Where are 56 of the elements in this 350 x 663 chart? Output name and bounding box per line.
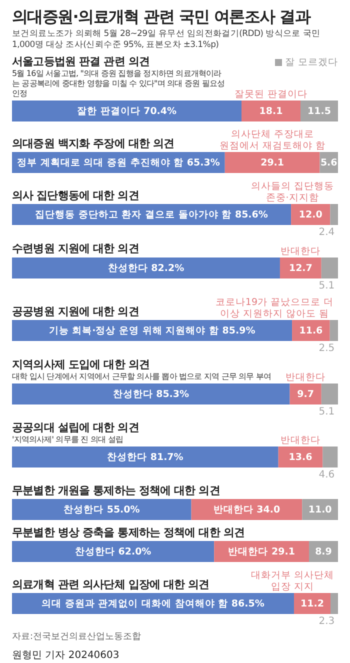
data-label: 11.0 <box>308 504 332 516</box>
series-label: 코로나19가 끝났으므로 더 이상 지원하지 않아도 됨 <box>215 296 334 320</box>
chart-title: 무분별한 병상 증축을 통제하는 정책에 대한 의견 <box>12 525 246 540</box>
chart-title: 수련병원 지원에 대한 의견 <box>12 241 140 256</box>
data-label: 29.1 <box>260 158 284 168</box>
series-label: 의사단체 주장대로 원점에서 재검토해야 함 <box>219 128 326 152</box>
chart-subtitle: 대학 입시 단계에서 지역에서 근무할 의사를 뽑아 법으로 지역 근무 의무 부여 <box>12 372 272 382</box>
text: 의대 증원과 관계없이 대화에 참여해야 함 86.5% <box>42 598 264 610</box>
series-label: 반대한다 <box>280 245 321 256</box>
series-label: 의사들의 집단행동 존중·지지함 <box>250 180 334 204</box>
text: 반대한다 29.1 <box>228 546 295 558</box>
data-label: 13.6 <box>288 452 313 462</box>
data-label: 5.1 <box>318 280 335 291</box>
series-label: 잘못된 판결이다 <box>234 88 308 100</box>
data-label: 9.7 <box>297 388 314 400</box>
series-label: 반대한다 <box>286 371 326 382</box>
chart-title: 공공의대 설립에 대한 의견 <box>12 420 140 435</box>
data-label: 4.6 <box>318 469 335 480</box>
text: 찬성한다 55.0% <box>64 504 140 516</box>
chart-title: 의사 집단행동에 대한 의견 <box>12 188 140 203</box>
chart-title: 의대증원 백지화 주장에 대한 의견 <box>12 136 176 151</box>
data-label: 2.4 <box>318 227 335 238</box>
chart-title: 의료개혁 관련 의사단체 입장에 대한 의견 <box>12 577 210 592</box>
chart-title: 지역의사제 도입에 대한 의견 <box>12 357 150 372</box>
data-label: 11.2 <box>300 598 324 610</box>
chart-title: 무분별한 개원을 통제하는 정책에 대한 의견 <box>12 483 221 498</box>
data-label: 5.6 <box>320 158 338 168</box>
text: 집단행동 중단하고 환자 곁으로 돌아가야 함 85.6% <box>35 210 268 220</box>
legend-label: 잘 모르겠다 <box>284 56 338 69</box>
text: 의대증원·의료개혁 관련 국민 여론조사 결과 <box>12 6 312 28</box>
text: 찬성한다 82.2% <box>108 262 184 274</box>
text: 원형민 기자 20240603 <box>12 649 120 662</box>
chart-title: 서울고등법원 판결 관련 의견 <box>12 54 150 69</box>
text: 보건의료노조가 의뢰해 5월 28~29일 유무선 임의전화걸기(RDD) 방식으로 국민 1,000명 대상 조사(신뢰수준 95%, 표본오차 ±3.1%p) <box>12 29 322 51</box>
text: 기능 회복·정상 운영 위해 지원해야 함 85.9% <box>48 326 256 336</box>
data-label: 12.7 <box>288 262 312 274</box>
data-label: 2.5 <box>318 343 335 354</box>
data-label: 18.1 <box>259 106 283 116</box>
text: 찬성한다 85.3% <box>112 388 190 400</box>
data-label: 11.6 <box>299 326 324 336</box>
text: 찬성한다 62.0% <box>74 546 152 558</box>
text: 찬성한다 81.7% <box>107 452 184 462</box>
data-label: 8.9 <box>315 546 332 558</box>
series-label: 대화거부 의사단체 입장 지지 <box>250 570 334 592</box>
chart-subtitle: '지역의사제' 의무를 진 의대 설립 <box>12 435 124 445</box>
text: 반대한다 34.0 <box>213 504 280 516</box>
text: 정부 계획대로 의대 증원 추진해야 함 65.3% <box>17 158 220 168</box>
data-label: 12.0 <box>298 210 323 220</box>
chart-title: 공공병원 지원에 대한 의견 <box>12 304 140 319</box>
series-label: 반대한다 <box>280 434 321 446</box>
data-label: 11.5 <box>308 106 331 116</box>
chart-subtitle: 5월 16일 서울고법, "의대 증원 집행을 정지하면 의료개혁이라는 공공복리에 중대한 영향을 미칠 수 있다"며 의대 증원 필요성 인정 <box>12 69 226 99</box>
text: 자료:전국보건의료산업노동조합 <box>12 631 142 643</box>
data-label: 5.1 <box>318 406 335 417</box>
text: 잘한 판결이다 70.4% <box>76 106 177 116</box>
data-label: 2.3 <box>318 616 335 627</box>
